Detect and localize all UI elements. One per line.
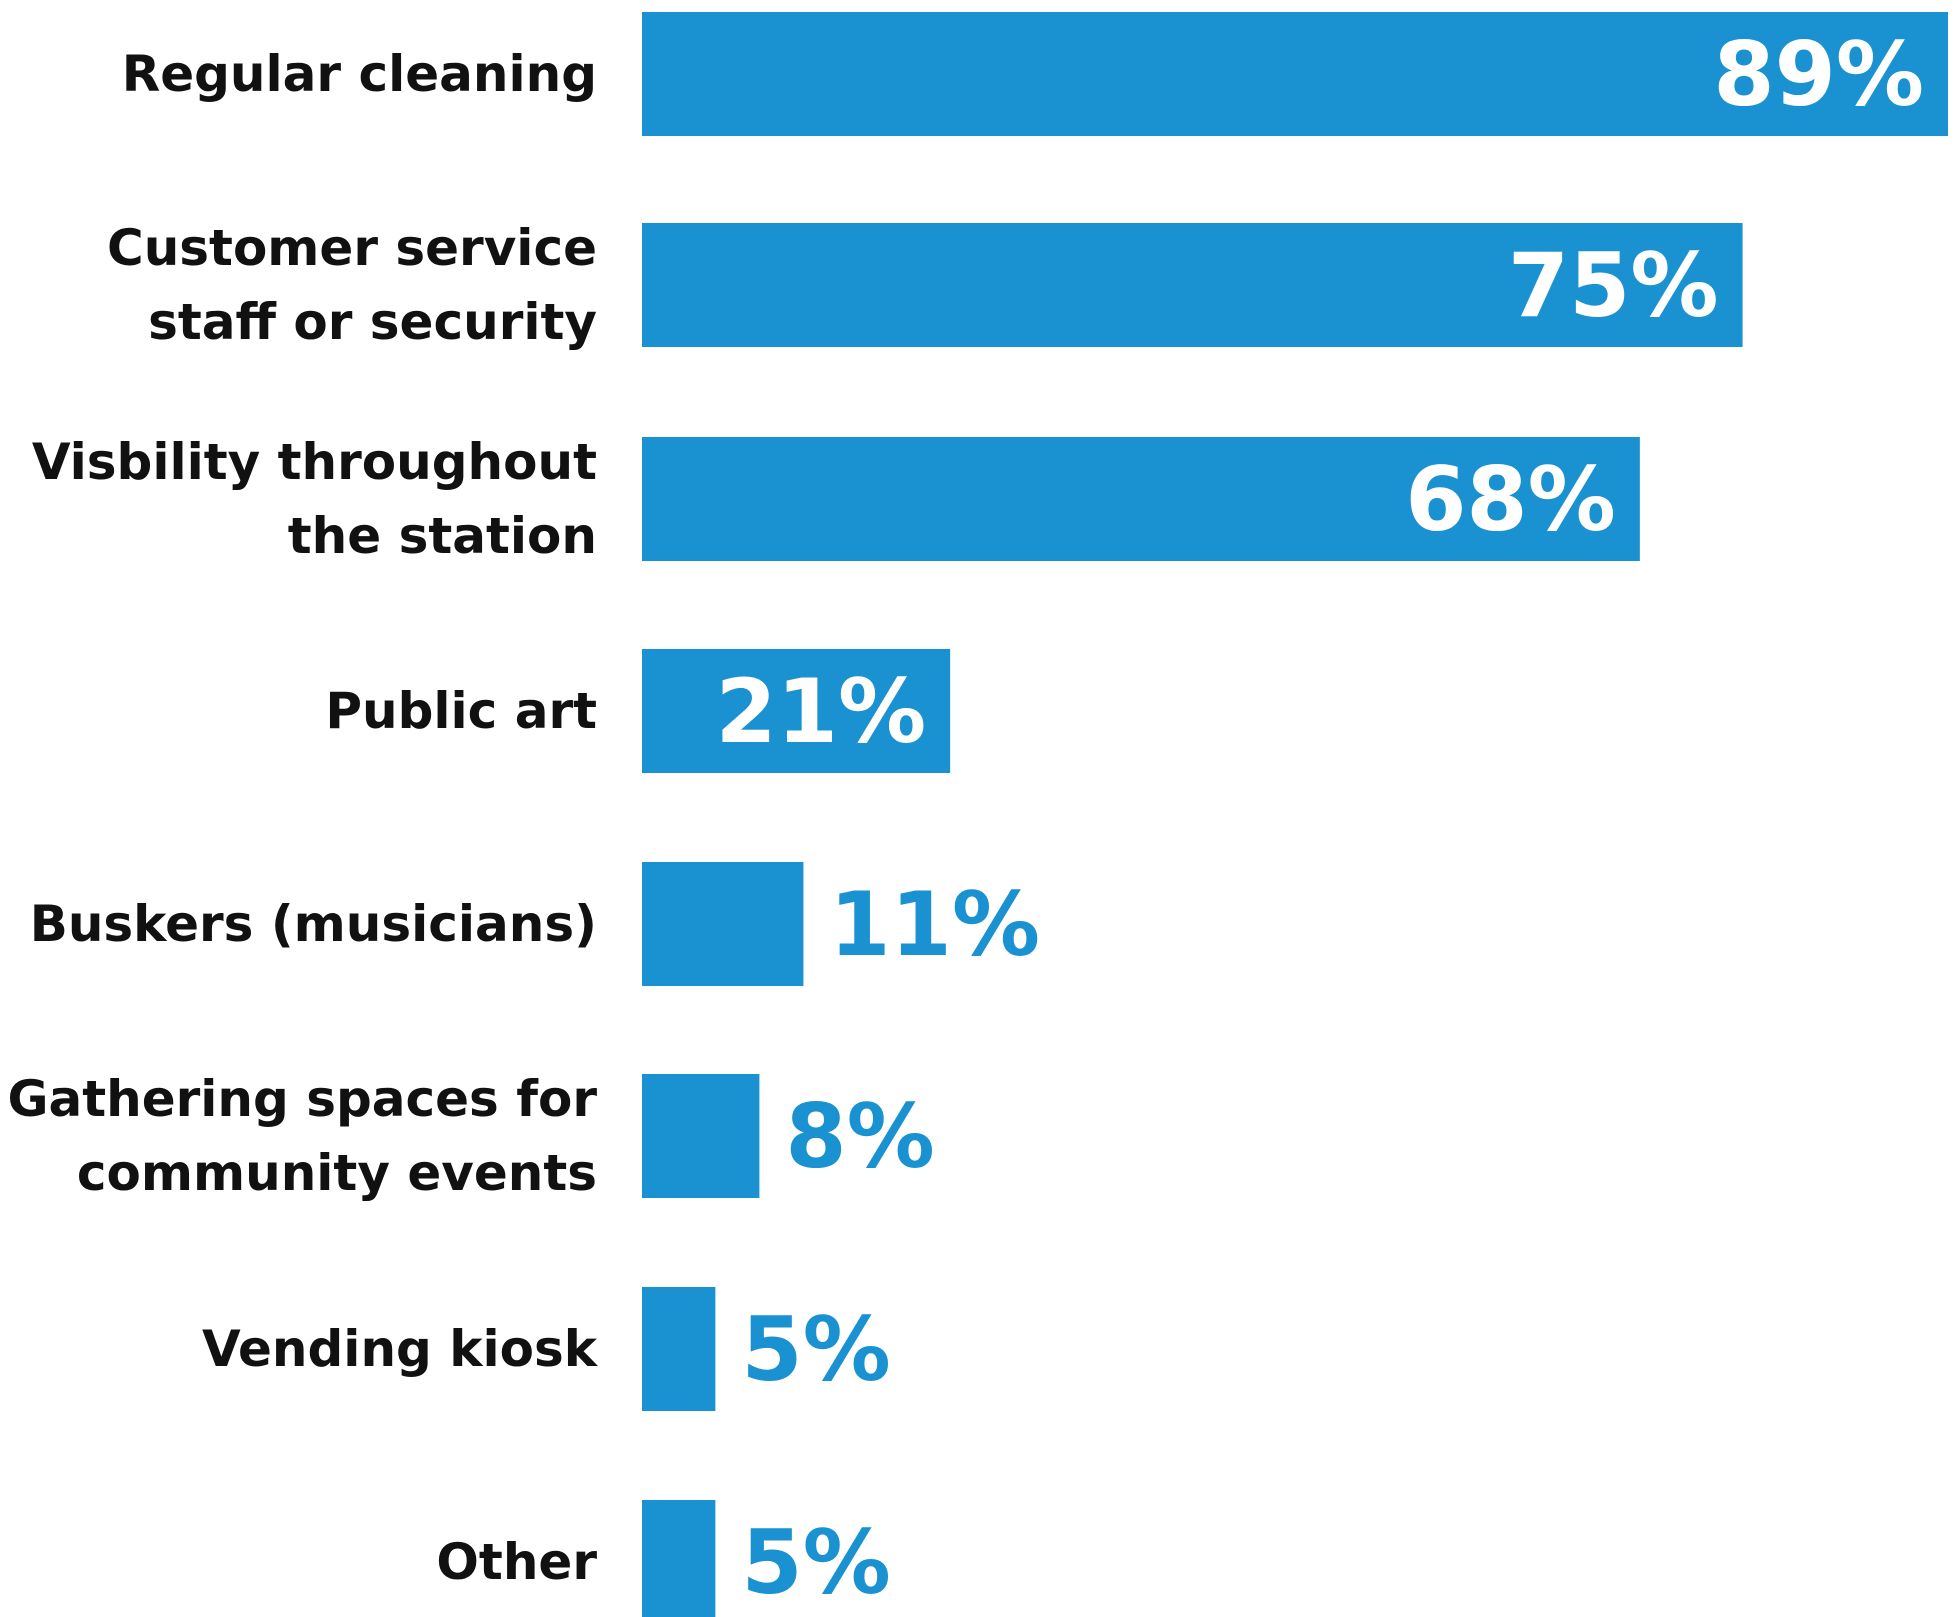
category-label-line: Vending kiosk xyxy=(202,1320,599,1378)
category-label-line: the station xyxy=(288,507,597,565)
bar-4 xyxy=(642,862,804,986)
category-label: Public art xyxy=(325,682,597,740)
value-labels: 89% 75% 68% 21% 11% 8% 5% 5% xyxy=(716,23,1924,1614)
value-label: 5% xyxy=(741,1511,890,1614)
category-label: Gathering spaces for community events xyxy=(7,1070,597,1202)
value-label: 75% xyxy=(1508,234,1719,337)
category-label-line: staff or security xyxy=(148,293,597,351)
category-label-line: Visbility throughout xyxy=(32,433,597,491)
category-label-line: community events xyxy=(77,1144,597,1202)
category-label-line: Public art xyxy=(325,682,597,740)
bar-5 xyxy=(642,1074,760,1198)
value-label: 68% xyxy=(1405,448,1616,551)
category-label-line: Customer service xyxy=(107,219,597,277)
category-label: Regular cleaning xyxy=(122,45,597,103)
bar-7 xyxy=(642,1500,716,1617)
category-label-line: Regular cleaning xyxy=(122,45,597,103)
value-label: 89% xyxy=(1713,23,1924,126)
category-label-line: Buskers (musicians) xyxy=(30,895,597,953)
category-label-line: Other xyxy=(436,1533,597,1591)
value-label: 8% xyxy=(785,1085,934,1188)
value-label: 21% xyxy=(716,660,927,763)
bar-6 xyxy=(642,1287,716,1411)
bar-2 xyxy=(642,437,1640,561)
category-label: Customer service staff or security xyxy=(107,219,597,351)
bar-3 xyxy=(642,649,951,773)
category-label-line: Gathering spaces for xyxy=(7,1070,597,1128)
category-labels: Regular cleaning Customer service staff or… xyxy=(7,45,598,1591)
category-label: Visbility throughout the station xyxy=(32,433,597,565)
category-label: Buskers (musicians) xyxy=(30,895,597,953)
value-label: 11% xyxy=(829,873,1040,976)
bars xyxy=(642,12,1948,1617)
category-label: Vending kiosk xyxy=(202,1320,599,1378)
bar-0 xyxy=(642,12,1948,136)
bar-1 xyxy=(642,223,1743,347)
category-label: Other xyxy=(436,1533,597,1591)
value-label: 5% xyxy=(741,1298,890,1401)
